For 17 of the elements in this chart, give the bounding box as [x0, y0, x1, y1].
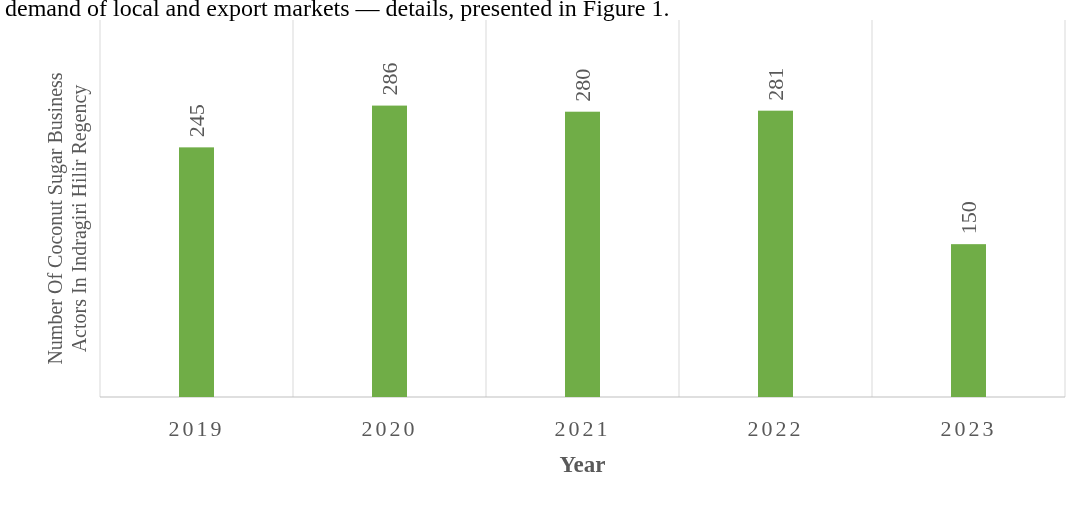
x-tick-label: 2023 [940, 416, 997, 441]
data-label: 281 [762, 67, 788, 101]
x-axis-title: Year [559, 452, 606, 477]
bar [372, 105, 407, 397]
y-axis-title: Number Of Coconut Sugar Business Actors In Indragiri Hilir Regency [44, 72, 91, 365]
x-tick-label: 2019 [168, 416, 225, 441]
x-tick-label: 2020 [361, 416, 418, 441]
x-tick-label: 2022 [747, 416, 804, 441]
data-label: 286 [376, 62, 402, 96]
bar [179, 147, 214, 397]
data-label: 245 [183, 104, 209, 138]
data-label: 280 [569, 68, 595, 102]
bar [565, 111, 600, 397]
bar [758, 110, 793, 397]
bar [951, 244, 986, 397]
data-label: 150 [955, 201, 981, 235]
x-tick-label: 2021 [554, 416, 611, 441]
